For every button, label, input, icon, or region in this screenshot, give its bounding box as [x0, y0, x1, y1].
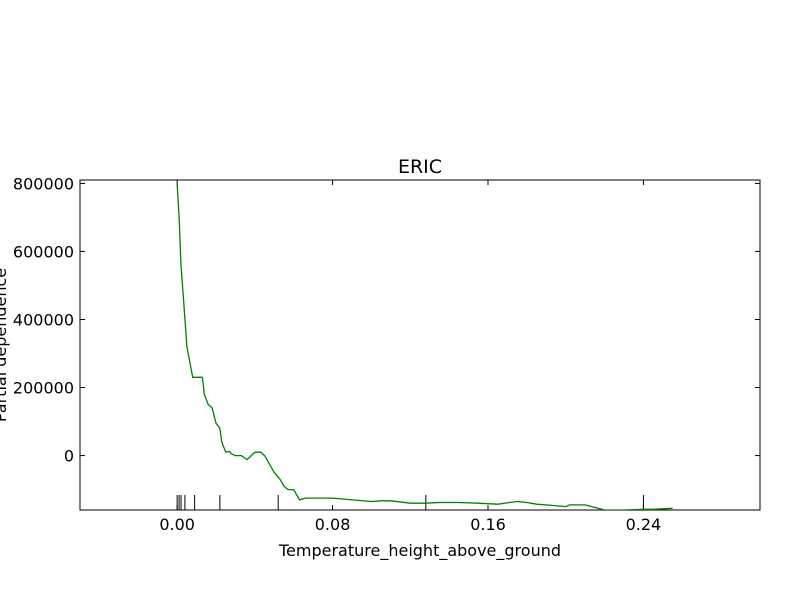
- x-tick-label: 0.00: [159, 515, 195, 534]
- x-tick-label: 0.08: [315, 515, 351, 534]
- y-axis-label: Partial dependence: [0, 268, 10, 422]
- y-tick-label: 0: [64, 447, 74, 466]
- y-tick-label: 800000: [13, 174, 74, 193]
- axis-ticks: 0.00 0.08 0.16 0.24 0 200000 400000 600000 80000…: [13, 174, 760, 534]
- x-tick-label: 0.24: [626, 515, 662, 534]
- chart-title: ERIC: [398, 156, 442, 178]
- x-axis-label: Temperature_height_above_ground: [278, 541, 561, 561]
- y-tick-label: 200000: [13, 379, 74, 398]
- plot-area-frame: [79, 179, 761, 511]
- y-tick-label: 600000: [13, 242, 74, 261]
- x-tick-label: 0.16: [470, 515, 506, 534]
- series-lines: [176, 183, 673, 510]
- rug-marks: [176, 495, 644, 510]
- y-tick-label: 400000: [13, 310, 74, 329]
- series-line: [176, 183, 673, 510]
